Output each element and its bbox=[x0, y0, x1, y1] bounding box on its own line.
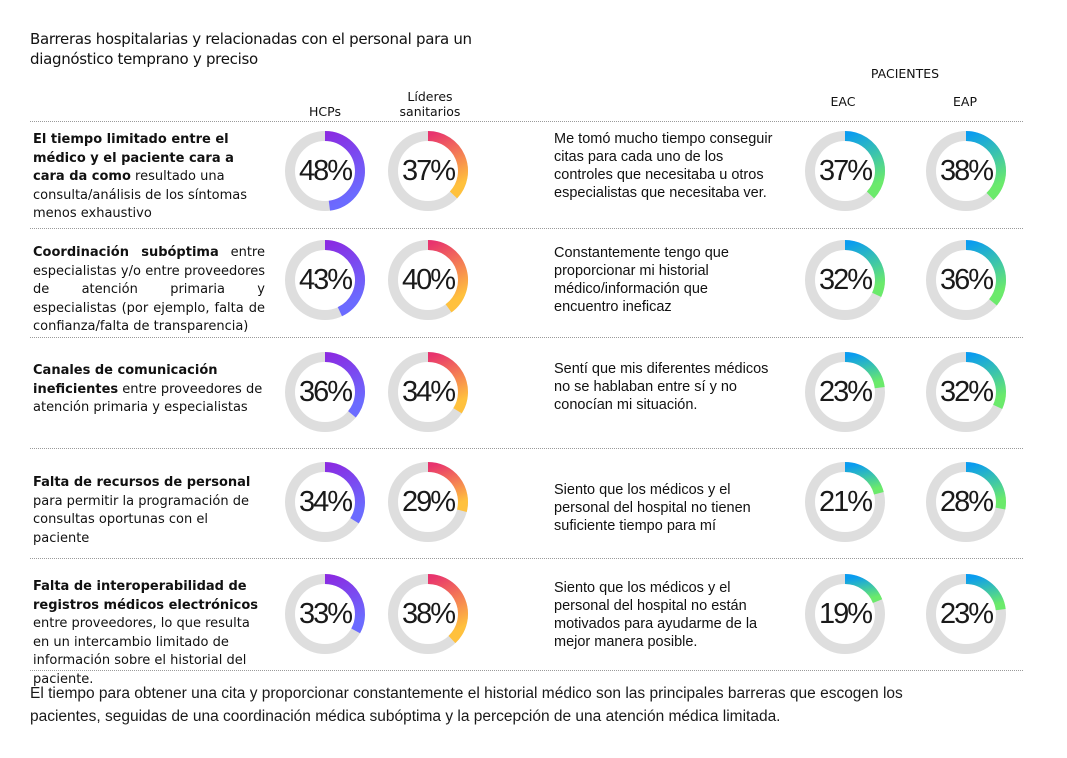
hcp-barrier-bold: Coordinación subóptima bbox=[33, 245, 219, 260]
donut-value-label: 38% bbox=[939, 155, 994, 187]
donut-value-arc bbox=[427, 240, 468, 313]
column-header-eac: EAC bbox=[830, 94, 856, 109]
donut-eac: 37% bbox=[804, 130, 886, 212]
donut-hcps: 34% bbox=[284, 461, 366, 543]
hcp-barrier-text: Coordinación subóptima entre especialist… bbox=[33, 244, 265, 337]
donut-value-arc bbox=[324, 240, 365, 317]
donut-value-arc bbox=[324, 574, 365, 634]
donut-value-label: 23% bbox=[818, 376, 873, 408]
divider bbox=[30, 337, 1023, 338]
donut-líderes-sanitarios: 34% bbox=[387, 351, 469, 433]
donut-líderes-sanitarios: 29% bbox=[387, 461, 469, 543]
donut-value-label: 19% bbox=[818, 598, 873, 630]
donut-value-label: 36% bbox=[939, 264, 994, 296]
column-header-eap: EAP bbox=[953, 94, 977, 109]
donut-value-label: 43% bbox=[298, 264, 353, 296]
donut-value-label: 28% bbox=[939, 486, 994, 518]
hcp-barrier-text: Canales de comunicación ineficientes ent… bbox=[33, 362, 265, 418]
donut-eac: 19% bbox=[804, 573, 886, 655]
chart-title: Barreras hospitalarias y relacionadas co… bbox=[30, 30, 472, 68]
patient-barrier-text: Siento que los médicos y el personal del… bbox=[554, 482, 751, 534]
donut-value-arc bbox=[844, 240, 885, 298]
donut-líderes-sanitarios: 40% bbox=[387, 239, 469, 321]
hcp-barrier-bold: Falta de interoperabilidad de registros … bbox=[33, 579, 259, 613]
divider bbox=[30, 670, 1023, 671]
donut-value-label: 29% bbox=[401, 486, 456, 518]
divider bbox=[30, 228, 1023, 229]
patient-barrier-text: Siento que los médicos y el personal del… bbox=[554, 580, 758, 650]
hcp-barrier-text: Falta de interoperabilidad de registros … bbox=[33, 578, 265, 689]
divider bbox=[30, 121, 1023, 122]
donut-value-arc bbox=[965, 131, 1006, 201]
hcp-barrier-text: El tiempo limitado entre el médico y el … bbox=[33, 131, 265, 224]
column-header-lideres: Líderes sanitarios bbox=[399, 89, 461, 119]
donut-value-arc bbox=[844, 131, 885, 199]
donut-value-label: 37% bbox=[401, 155, 456, 187]
donut-líderes-sanitarios: 38% bbox=[387, 573, 469, 655]
hcp-barrier-bold: Canales de comunicación ineficientes bbox=[33, 363, 218, 397]
donut-hcps: 48% bbox=[284, 130, 366, 212]
hcp-barrier-bold: El tiempo limitado entre el médico y el … bbox=[33, 132, 234, 184]
donut-value-arc bbox=[965, 240, 1006, 306]
donut-value-arc bbox=[844, 352, 885, 389]
donut-value-arc bbox=[324, 352, 365, 418]
hcp-barrier-rest: resultado una consulta/análisis de los s… bbox=[33, 169, 248, 221]
hcp-barrier-bold: Falta de recursos de personal bbox=[33, 475, 251, 490]
donut-eac: 23% bbox=[804, 351, 886, 433]
hcp-barrier-rest: entre especialistas y/o entre proveedore… bbox=[33, 245, 265, 334]
donut-eap: 23% bbox=[925, 573, 1007, 655]
divider bbox=[30, 448, 1023, 449]
donut-value-arc bbox=[324, 462, 365, 524]
donut-value-label: 32% bbox=[818, 264, 873, 296]
donut-value-arc bbox=[965, 352, 1006, 410]
footer-note: El tiempo para obtener una cita y propor… bbox=[30, 685, 903, 725]
donut-value-label: 34% bbox=[401, 376, 456, 408]
donut-hcps: 36% bbox=[284, 351, 366, 433]
hcp-barrier-text: Falta de recursos de personal para permi… bbox=[33, 474, 265, 548]
donut-value-arc bbox=[965, 462, 1006, 510]
donut-value-label: 21% bbox=[818, 486, 873, 518]
group-header-pacientes: PACIENTES bbox=[870, 66, 940, 81]
donut-value-label: 23% bbox=[939, 598, 994, 630]
patient-barrier-text: Constantemente tengo que proporcionar mi… bbox=[554, 245, 729, 315]
donut-value-label: 48% bbox=[298, 155, 353, 187]
donut-value-label: 34% bbox=[298, 486, 353, 518]
donut-value-label: 33% bbox=[298, 598, 353, 630]
hcp-barrier-rest: entre proveedores, lo que resulta en un … bbox=[33, 616, 250, 687]
donut-value-label: 40% bbox=[401, 264, 456, 296]
donut-eac: 32% bbox=[804, 239, 886, 321]
donut-hcps: 43% bbox=[284, 239, 366, 321]
donut-eap: 28% bbox=[925, 461, 1007, 543]
donut-eap: 38% bbox=[925, 130, 1007, 212]
donut-eap: 36% bbox=[925, 239, 1007, 321]
donut-value-arc bbox=[844, 462, 884, 495]
donut-value-label: 36% bbox=[298, 376, 353, 408]
donut-value-arc bbox=[427, 574, 468, 644]
donut-value-arc bbox=[965, 574, 1006, 611]
donut-hcps: 33% bbox=[284, 573, 366, 655]
donut-value-arc bbox=[324, 131, 365, 211]
donut-value-arc bbox=[427, 131, 468, 199]
donut-eac: 21% bbox=[804, 461, 886, 543]
donut-eap: 32% bbox=[925, 351, 1007, 433]
patient-barrier-text: Sentí que mis diferentes médicos no se h… bbox=[554, 361, 769, 413]
donut-value-label: 38% bbox=[401, 598, 456, 630]
hcp-barrier-rest: entre proveedores de atención primaria y… bbox=[33, 381, 263, 416]
donut-value-label: 32% bbox=[939, 376, 994, 408]
column-header-hcps: HCPs bbox=[309, 104, 341, 119]
donut-value-arc bbox=[427, 462, 468, 512]
donut-value-label: 37% bbox=[818, 155, 873, 187]
hcp-barrier-rest: para permitir la programación de consult… bbox=[33, 493, 249, 546]
patient-barrier-text: Me tomó mucho tiempo conseguir citas par… bbox=[554, 131, 773, 201]
divider bbox=[30, 558, 1023, 559]
donut-value-arc bbox=[844, 574, 883, 604]
donut-value-arc bbox=[427, 352, 468, 414]
donut-líderes-sanitarios: 37% bbox=[387, 130, 469, 212]
